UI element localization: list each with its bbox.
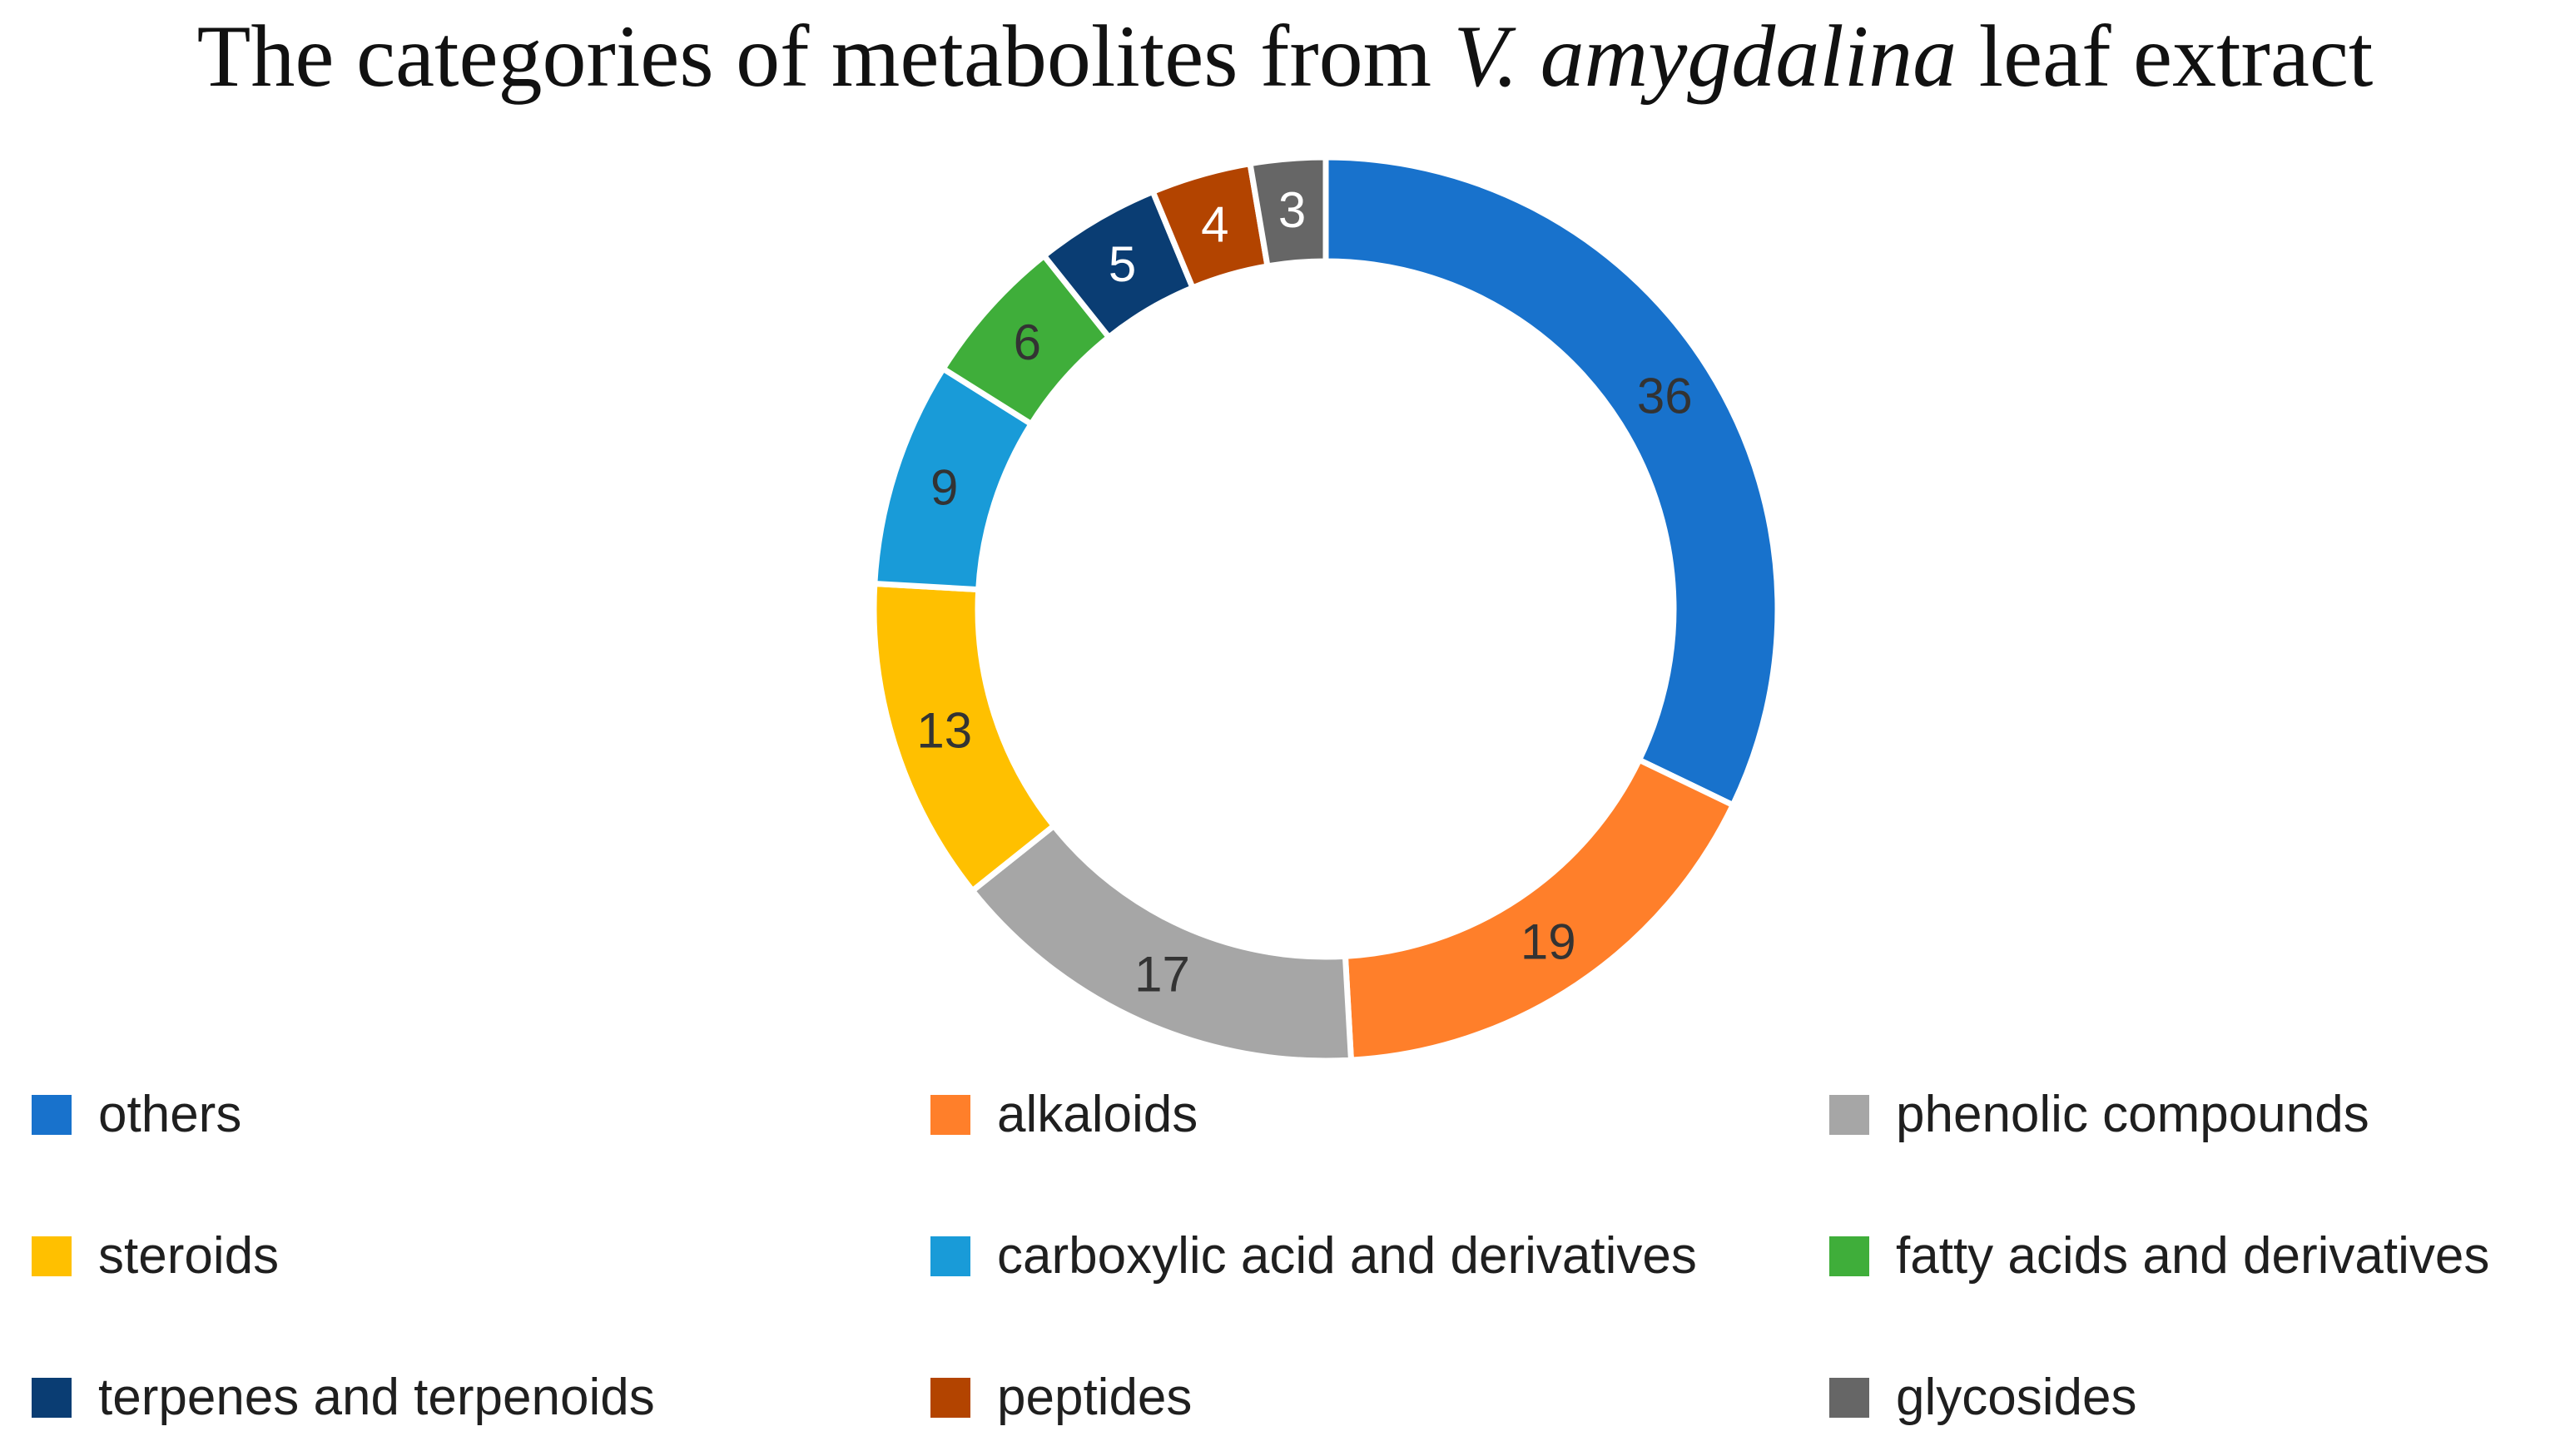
legend-item-peptides: peptides bbox=[930, 1364, 1192, 1431]
data-label-glycosides: 3 bbox=[1278, 182, 1306, 238]
donut-slice-others bbox=[1322, 154, 1781, 810]
legend-item-steroids: steroids bbox=[32, 1223, 279, 1290]
donut-slice-glycosides bbox=[1247, 154, 1329, 270]
data-label-carboxylic-acid-and-derivatives: 9 bbox=[930, 459, 958, 515]
legend-item-fatty-acids-and-derivatives: fatty acids and derivatives bbox=[1829, 1223, 2489, 1290]
legend-label: others bbox=[98, 1086, 242, 1143]
data-label-peptides: 4 bbox=[1201, 196, 1228, 252]
legend-label: glycosides bbox=[1896, 1369, 2137, 1426]
data-label-alkaloids: 19 bbox=[1521, 914, 1576, 969]
data-label-fatty-acids-and-derivatives: 6 bbox=[1014, 314, 1041, 370]
data-label-steroids: 13 bbox=[916, 703, 972, 759]
legend-item-terpenes-and-terpenoids: terpenes and terpenoids bbox=[32, 1364, 655, 1431]
chart-title-prefix: The categories of metabolites from bbox=[196, 7, 1454, 105]
legend-swatch bbox=[930, 1378, 970, 1418]
legend-swatch bbox=[930, 1095, 970, 1135]
data-label-phenolic-compounds: 17 bbox=[1134, 947, 1190, 1003]
legend-label: steroids bbox=[98, 1227, 280, 1285]
legend-item-carboxylic-acid-and-derivatives: carboxylic acid and derivatives bbox=[930, 1223, 1697, 1290]
legend-label: alkaloids bbox=[997, 1086, 1198, 1143]
legend-label: phenolic compounds bbox=[1896, 1086, 2369, 1143]
legend-item-alkaloids: alkaloids bbox=[930, 1082, 1198, 1148]
donut-slice-phenolic-compounds bbox=[968, 821, 1355, 1064]
legend-label: terpenes and terpenoids bbox=[98, 1369, 655, 1426]
donut-slice-alkaloids bbox=[1342, 755, 1737, 1063]
legend-swatch bbox=[32, 1095, 72, 1135]
data-label-terpenes-and-terpenoids: 5 bbox=[1109, 236, 1136, 292]
legend-swatch bbox=[32, 1378, 72, 1418]
legend-item-glycosides: glycosides bbox=[1829, 1364, 2136, 1431]
legend-swatch bbox=[1829, 1095, 1869, 1135]
legend-swatch bbox=[1829, 1236, 1869, 1276]
legend-item-others: others bbox=[32, 1082, 241, 1148]
legend-swatch bbox=[1829, 1378, 1869, 1418]
chart-title-species: V. amygdalina bbox=[1453, 7, 1957, 105]
legend-swatch bbox=[930, 1236, 970, 1276]
legend-label: fatty acids and derivatives bbox=[1896, 1227, 2490, 1285]
chart-title-suffix: leaf extract bbox=[1957, 7, 2374, 105]
legend-label: peptides bbox=[997, 1369, 1193, 1426]
chart-title: The categories of metabolites from V. am… bbox=[0, 7, 2570, 106]
legend-item-phenolic-compounds: phenolic compounds bbox=[1829, 1082, 2369, 1148]
donut-slices bbox=[871, 154, 1781, 1064]
chart-legend: others alkaloids phenolic compounds steroid… bbox=[0, 1082, 2570, 1448]
donut-data-labels: 36 19 17 13 9 6 5 4 3 bbox=[916, 182, 1692, 1002]
legend-label: carboxylic acid and derivatives bbox=[997, 1227, 1697, 1285]
legend-swatch bbox=[32, 1236, 72, 1276]
data-label-others: 36 bbox=[1637, 369, 1693, 424]
